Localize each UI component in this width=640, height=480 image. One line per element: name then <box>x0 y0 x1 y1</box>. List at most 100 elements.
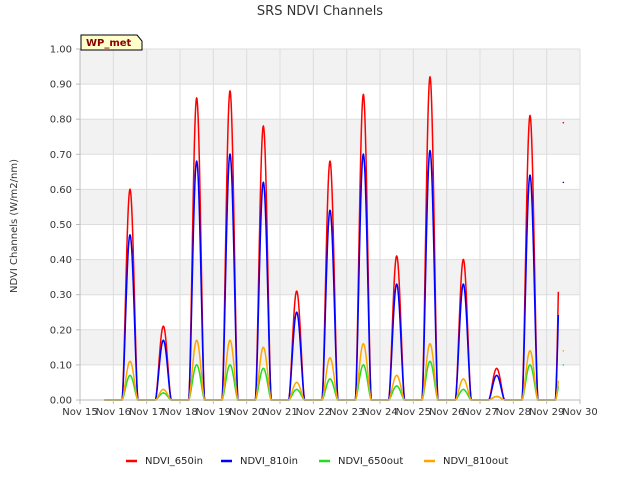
data-point-ndvi_810out <box>395 374 398 377</box>
data-point-ndvi_810in <box>129 234 131 236</box>
x-tick-label: Nov 20 <box>229 407 264 418</box>
data-point-ndvi_650out <box>195 364 198 366</box>
data-point-ndvi_810out <box>462 378 465 380</box>
data-point-ndvi_810out <box>129 360 131 363</box>
plot-band <box>80 84 580 120</box>
legend-label: NDVI_810in <box>240 456 298 467</box>
data-point-ndvi_810in <box>429 149 431 152</box>
data-point-ndvi_810out <box>295 381 298 384</box>
data-point-ndvi_810in <box>195 160 198 163</box>
data-point-ndvi_650in <box>495 367 498 370</box>
data-point-ndvi_810in <box>562 181 565 184</box>
data-point-ndvi_650in <box>362 93 365 96</box>
plot-band <box>80 259 580 295</box>
data-point-ndvi_650in <box>562 121 565 124</box>
data-point-ndvi_810in <box>529 174 531 177</box>
data-point-ndvi_650in <box>462 258 465 261</box>
x-tick-label: Nov 16 <box>96 407 131 418</box>
y-tick-label: 0.00 <box>50 396 72 407</box>
legend-item-ndvi_650in: NDVI_650in <box>126 456 203 467</box>
data-point-ndvi_650out <box>362 364 365 366</box>
x-tick-label: Nov 28 <box>496 407 531 418</box>
plot-band <box>80 154 580 190</box>
plot-band <box>80 329 580 365</box>
x-tick-label: Nov 19 <box>196 407 231 418</box>
legend-label: NDVI_810out <box>443 456 508 467</box>
data-point-ndvi_650out <box>262 367 265 370</box>
data-point-ndvi_810out <box>162 388 165 391</box>
plot-band <box>80 364 580 400</box>
data-point-ndvi_810out <box>362 343 365 345</box>
data-point-ndvi_810in <box>362 153 365 156</box>
data-point-ndvi_810out <box>229 339 231 342</box>
data-point-ndvi_810out <box>495 395 498 398</box>
data-point-ndvi_810out <box>429 343 431 345</box>
data-point-ndvi_650out <box>162 392 165 394</box>
plot-band <box>80 294 580 330</box>
data-point-ndvi_810in <box>295 311 298 314</box>
x-tick-label: Nov 23 <box>329 407 364 418</box>
y-tick-label: 0.90 <box>50 80 72 91</box>
data-point-ndvi_650in <box>195 97 198 99</box>
plot-background <box>80 49 580 400</box>
y-tick-label: 1.00 <box>50 45 72 56</box>
legend-label: NDVI_650out <box>338 456 403 467</box>
data-point-ndvi_810in <box>329 209 331 212</box>
data-point-ndvi_650out <box>229 364 231 366</box>
y-axis-label: NDVI Channels (W/m2/nm) <box>9 159 20 293</box>
chart-title: SRS NDVI Channels <box>257 4 383 19</box>
data-point-ndvi_810out <box>329 357 331 359</box>
x-tick-label: Nov 15 <box>62 407 97 418</box>
data-point-ndvi_810out <box>262 346 265 349</box>
plot-band <box>80 189 580 225</box>
data-point-ndvi_650in <box>129 188 131 191</box>
data-point-ndvi_810out <box>529 350 531 352</box>
legend-item-ndvi_650out: NDVI_650out <box>319 456 403 467</box>
x-tick-label: Nov 29 <box>529 407 564 418</box>
data-point-ndvi_810in <box>229 153 231 156</box>
data-point-ndvi_650out <box>562 364 565 366</box>
data-point-ndvi_650out <box>129 374 131 377</box>
x-tick-label: Nov 25 <box>396 407 431 418</box>
legend-item-ndvi_810out: NDVI_810out <box>424 456 508 467</box>
x-tick-label: Nov 24 <box>362 407 397 418</box>
data-point-ndvi_810in <box>462 283 465 285</box>
data-point-ndvi_650out <box>295 388 298 391</box>
data-point-ndvi_650in <box>529 114 531 117</box>
data-point-ndvi_650out <box>329 378 331 380</box>
y-tick-label: 0.80 <box>50 115 72 126</box>
data-point-ndvi_810in <box>495 374 498 377</box>
data-point-ndvi_650out <box>429 360 431 363</box>
y-tick-label: 0.50 <box>50 220 72 231</box>
x-tick-label: Nov 26 <box>429 407 464 418</box>
y-tick-label: 0.30 <box>50 290 72 301</box>
station-tag: WP_met <box>80 34 143 51</box>
data-point-ndvi_810in <box>162 339 165 342</box>
x-tick-label: Nov 17 <box>129 407 164 418</box>
x-tick-label: Nov 18 <box>162 407 197 418</box>
data-point-ndvi_810in <box>395 283 398 285</box>
data-point-ndvi_650in <box>329 160 331 163</box>
y-tick-label: 0.60 <box>50 185 72 196</box>
data-point-ndvi_650in <box>262 125 265 128</box>
y-tick-label: 0.40 <box>50 255 72 266</box>
plot-band <box>80 224 580 260</box>
ticks: 0.00 0.10 0.20 0.30 0.40 0.50 0.60 0.70 0.80 0.90… <box>50 45 598 419</box>
plot-band <box>80 49 580 85</box>
data-point-ndvi_650out <box>395 385 398 387</box>
x-tick-label: Nov 27 <box>462 407 497 418</box>
x-tick-label: Nov 30 <box>562 407 597 418</box>
data-point-ndvi_650in <box>295 290 298 292</box>
data-point-ndvi_650out <box>529 364 531 366</box>
data-point-ndvi_810in <box>262 181 265 184</box>
y-tick-label: 0.70 <box>50 150 72 161</box>
data-point-ndvi_810out <box>195 339 198 342</box>
station-tag-label: WP_met <box>86 38 132 49</box>
legend-label: NDVI_650in <box>145 456 203 467</box>
data-point-ndvi_650in <box>229 90 231 92</box>
data-point-ndvi_650out <box>462 388 465 391</box>
y-tick-label: 0.10 <box>50 360 72 371</box>
plot-band <box>80 119 580 155</box>
x-tick-label: Nov 22 <box>296 407 331 418</box>
